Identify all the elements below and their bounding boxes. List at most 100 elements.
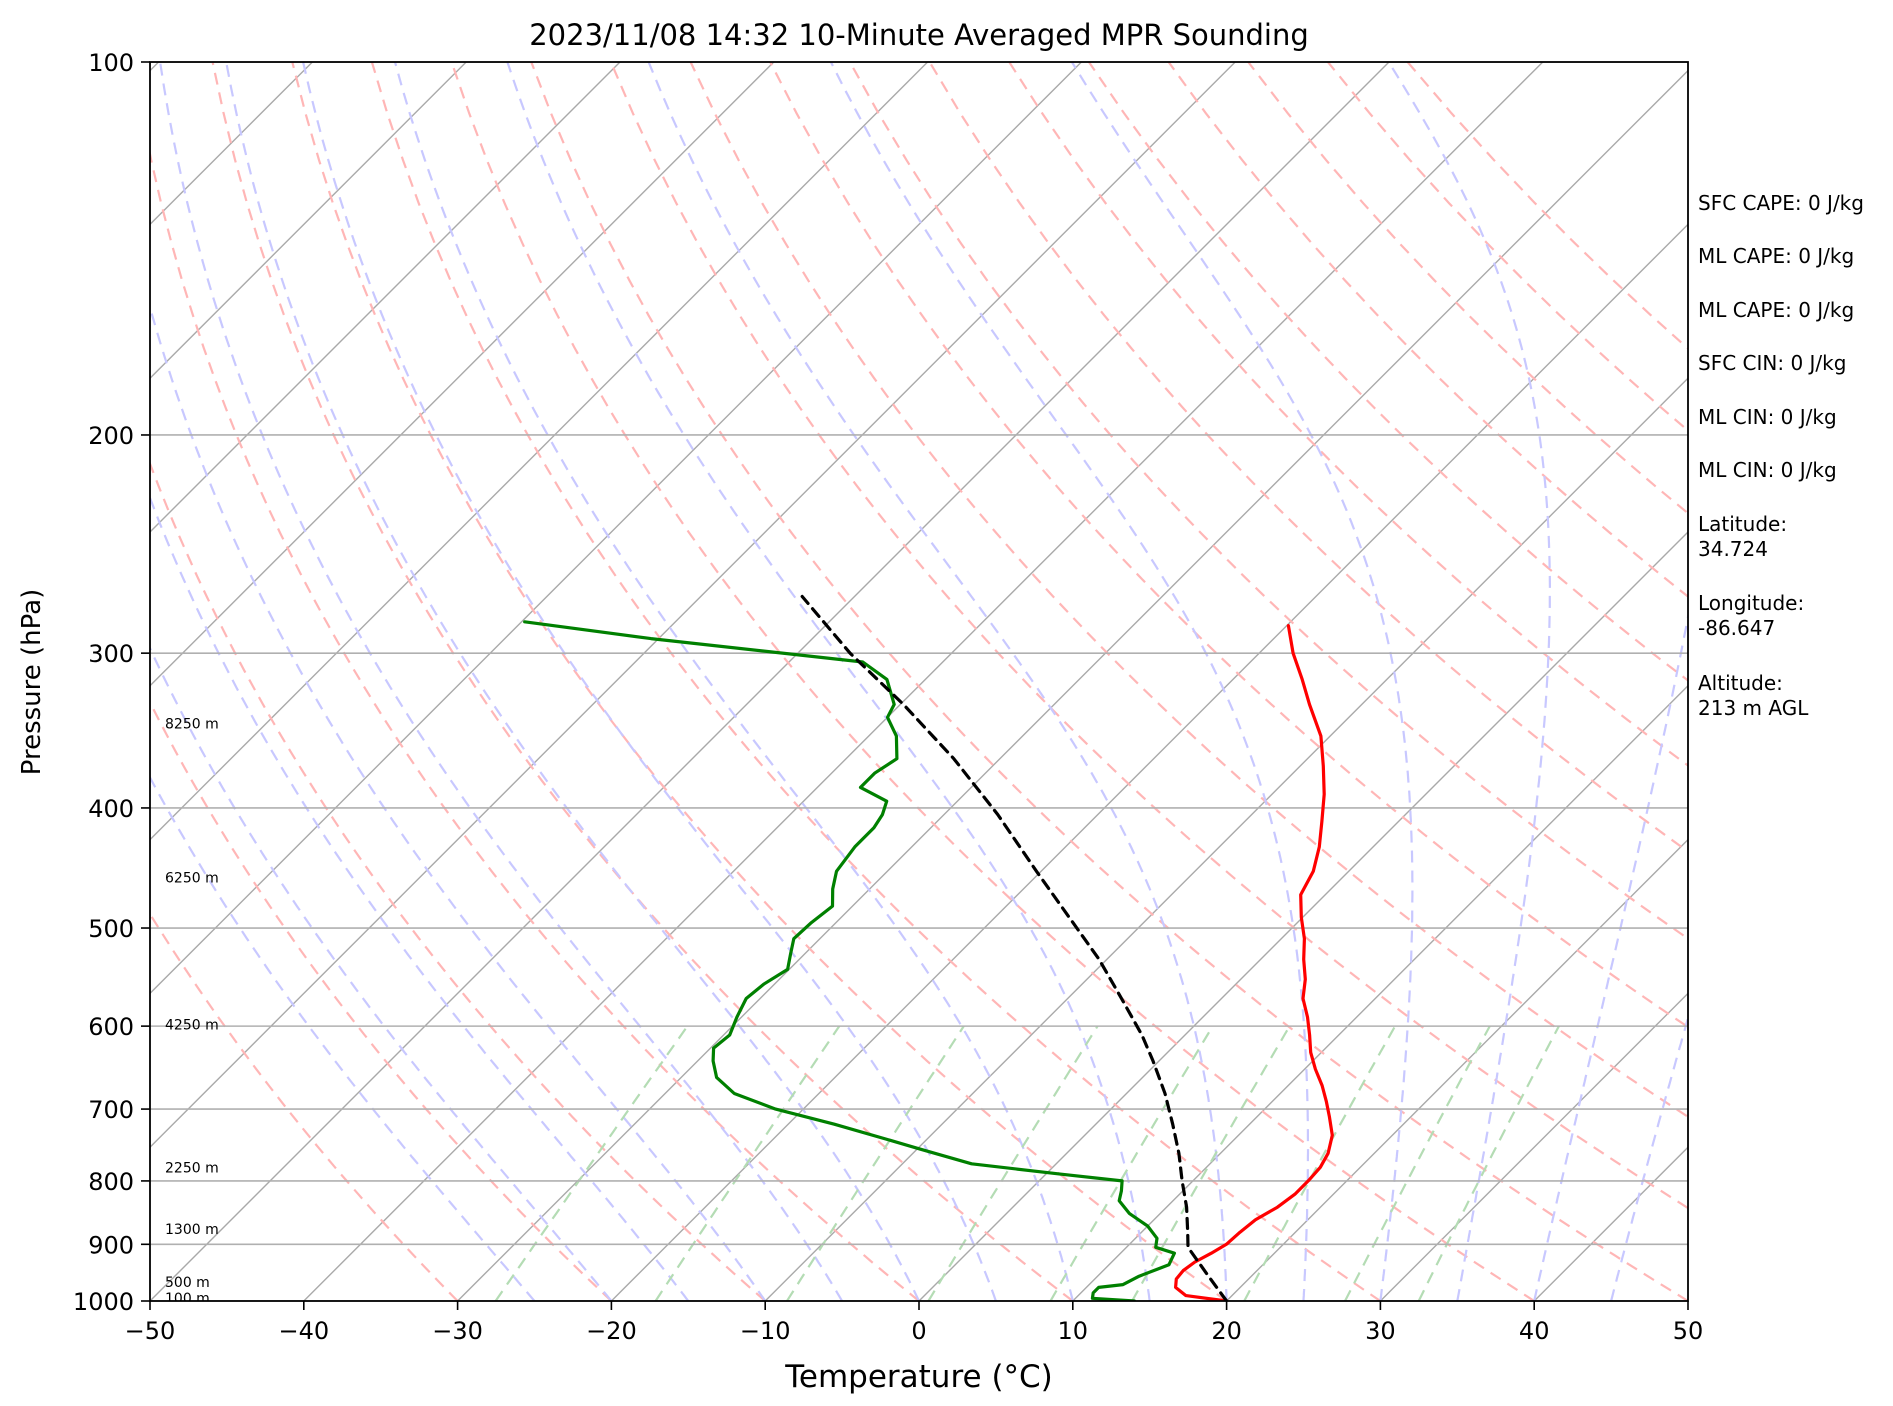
isotherm-line <box>303 62 1544 1301</box>
dry-adiabat-line <box>211 62 1074 1301</box>
dry-adiabat-lines <box>150 62 1688 1301</box>
dry-adiabat-line <box>530 62 1688 1301</box>
info-panel: SFC CAPE: 0 J/kg ML CAPE: 0 J/kg ML CAPE… <box>1698 191 1864 720</box>
x-tick-label: 50 <box>1673 1317 1704 1345</box>
x-axis-label: Temperature (°C) <box>784 1359 1053 1395</box>
dry-adiabat-line <box>1167 62 1688 598</box>
info-longitude-value: -86.647 <box>1698 616 1775 640</box>
info-sfc-cin: SFC CIN: 0 J/kg <box>1698 351 1846 375</box>
info-longitude-label: Longitude: <box>1698 591 1804 615</box>
x-tick-label: 40 <box>1519 1317 1550 1345</box>
isotherm-line <box>150 62 1390 1301</box>
isotherm-line <box>764 377 1688 1301</box>
isotherm-line <box>150 62 1082 995</box>
x-axis-ticks: −50 −40 −30 −20 −10 0 10 20 30 40 50 <box>125 1301 1704 1345</box>
y-tick-label: 400 <box>88 795 134 823</box>
dry-adiabat-line <box>609 62 1688 1210</box>
y-tick-label: 500 <box>88 915 134 943</box>
info-sfc-cape: SFC CAPE: 0 J/kg <box>1698 191 1864 215</box>
info-altitude-label: Altitude: <box>1698 671 1783 695</box>
isotherm-line <box>150 62 775 687</box>
moist-adiabat-line <box>1610 1014 1688 1301</box>
isobar-grid <box>150 62 1688 1301</box>
dry-adiabat-line <box>689 62 1688 1119</box>
dry-adiabat-line <box>1087 62 1688 682</box>
moist-adiabat-line <box>647 62 1228 1301</box>
parcel-trace <box>800 594 1229 1301</box>
dry-adiabat-line <box>370 62 1382 1301</box>
isotherm-line <box>150 62 621 533</box>
info-latitude-value: 34.724 <box>1698 537 1768 561</box>
moist-adiabat-line <box>150 303 767 1301</box>
moist-adiabat-line <box>225 62 920 1301</box>
moist-adiabat-line <box>159 62 844 1301</box>
isotherm-line <box>150 62 1236 1149</box>
isotherm-line <box>918 531 1688 1301</box>
x-tick-label: −40 <box>278 1317 329 1345</box>
height-label: 6250 m <box>165 870 219 886</box>
mixing-ratio-line <box>654 1025 841 1301</box>
y-tick-label: 300 <box>88 640 134 668</box>
x-tick-label: −30 <box>432 1317 483 1345</box>
isotherm-line <box>150 62 929 841</box>
isotherm-line <box>1379 992 1688 1301</box>
sounding-traces <box>523 594 1334 1301</box>
height-label: 8250 m <box>165 717 219 733</box>
y-axis-label: Pressure (hPa) <box>17 589 47 776</box>
height-label: 2250 m <box>165 1160 219 1176</box>
isotherm-line <box>1072 684 1688 1301</box>
mixing-ratio-lines <box>494 1025 1560 1301</box>
height-label: 500 m <box>165 1275 210 1291</box>
y-axis-ticks: 100 200 300 400 500 600 700 800 900 1000 <box>73 49 150 1316</box>
mixing-ratio-line <box>1243 1025 1397 1301</box>
mixing-ratio-line <box>927 1025 1099 1301</box>
y-tick-label: 1000 <box>73 1288 134 1316</box>
y-tick-label: 900 <box>88 1231 134 1259</box>
info-ml-cin-2: ML CIN: 0 J/kg <box>1698 458 1837 482</box>
moist-adiabat-line <box>829 62 1310 1301</box>
mixing-ratio-line <box>494 1025 689 1301</box>
dry-adiabat-line <box>769 62 1688 1029</box>
x-tick-label: 10 <box>1058 1317 1089 1345</box>
height-label: 4250 m <box>165 1017 219 1033</box>
info-altitude-value: 213 m AGL <box>1698 696 1809 720</box>
info-latitude-label: Latitude: <box>1698 512 1787 536</box>
info-ml-cape-2: ML CAPE: 0 J/kg <box>1698 298 1854 322</box>
dry-adiabat-line <box>150 699 613 1301</box>
mixing-ratio-line <box>1417 1025 1560 1301</box>
isotherm-lines <box>0 62 1688 1301</box>
dry-adiabat-line <box>150 911 459 1301</box>
height-label: 1300 m <box>165 1222 219 1238</box>
moist-adiabat-lines <box>150 62 1688 1301</box>
x-tick-label: 20 <box>1211 1317 1242 1345</box>
isotherm-line <box>0 62 5 1301</box>
x-tick-label: 0 <box>911 1317 926 1345</box>
dry-adiabat-line <box>1008 62 1688 767</box>
dry-adiabat-line <box>150 148 920 1301</box>
mixing-ratio-line <box>1131 1025 1291 1301</box>
isotherm-line <box>150 62 467 380</box>
x-tick-label: −10 <box>740 1317 791 1345</box>
info-ml-cin: ML CIN: 0 J/kg <box>1698 405 1837 429</box>
y-tick-label: 200 <box>88 422 134 450</box>
dry-adiabat-line <box>291 62 1228 1301</box>
temperature-trace <box>1174 624 1334 1301</box>
info-ml-cape: ML CAPE: 0 J/kg <box>1698 244 1854 268</box>
x-tick-label: 30 <box>1365 1317 1396 1345</box>
mixing-ratio-line <box>1049 1025 1214 1301</box>
moist-adiabat-line <box>1070 62 1414 1301</box>
x-tick-label: −20 <box>586 1317 637 1345</box>
moist-adiabat-line <box>506 62 1151 1301</box>
y-tick-label: 100 <box>88 49 134 77</box>
y-tick-label: 700 <box>88 1096 134 1124</box>
isotherm-line <box>457 69 1688 1301</box>
x-tick-label: −50 <box>125 1317 176 1345</box>
mixing-ratio-line <box>1344 1025 1491 1301</box>
dry-adiabat-line <box>150 460 766 1301</box>
moist-adiabat-line <box>1387 62 1552 1301</box>
moist-adiabat-line <box>150 495 690 1301</box>
isotherm-line <box>610 223 1688 1301</box>
